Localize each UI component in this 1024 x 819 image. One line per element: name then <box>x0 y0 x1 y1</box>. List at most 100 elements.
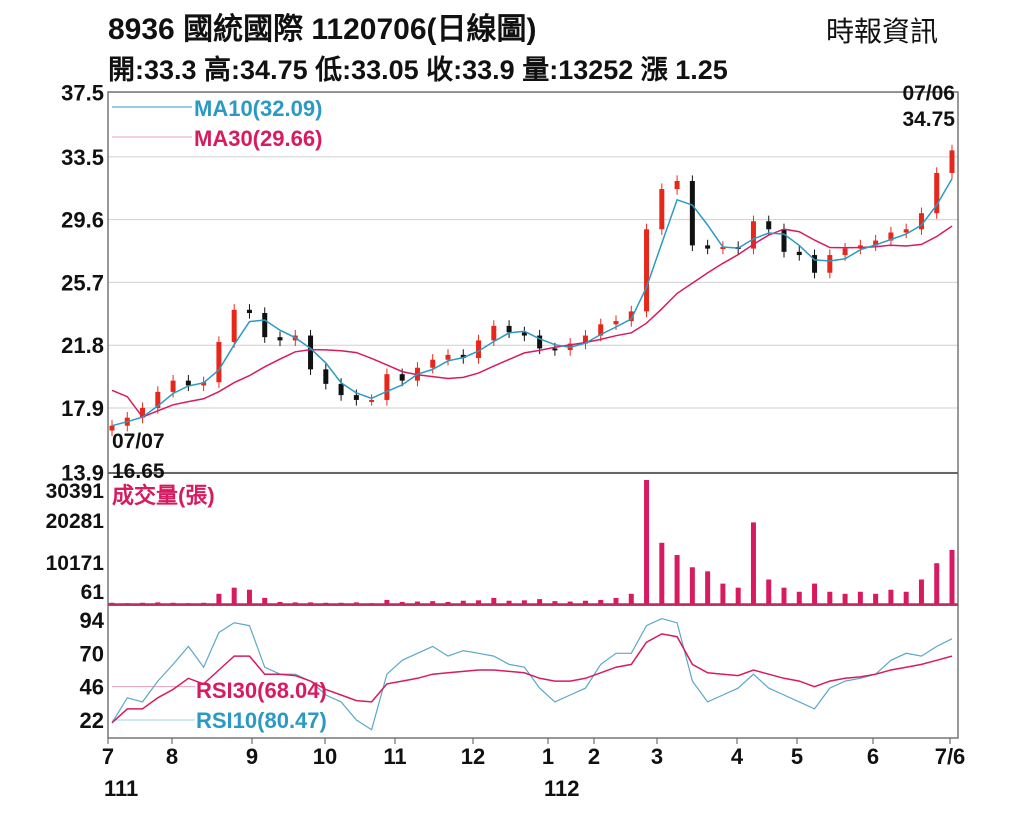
volume-bar <box>445 601 451 604</box>
candle-body <box>705 245 711 249</box>
volume-legend: 成交量(張) <box>112 483 215 508</box>
rsi-tick-label: 46 <box>80 675 104 700</box>
candle-body <box>582 335 588 344</box>
volume-bar <box>460 600 466 604</box>
candle-body <box>766 221 772 230</box>
price-tick-label: 13.9 <box>61 460 104 485</box>
volume-bar <box>552 601 558 604</box>
volume-bar <box>735 587 741 604</box>
x-tick-label: 3 <box>651 744 663 769</box>
price-tick-label: 33.5 <box>61 145 104 170</box>
candle-body <box>109 425 115 431</box>
candle-body <box>369 399 375 402</box>
rsi30-line <box>111 633 953 724</box>
candle-body <box>720 247 726 249</box>
volume-bar <box>705 571 711 604</box>
candle-body <box>628 311 634 322</box>
candle-body <box>170 380 176 392</box>
candle-body <box>140 408 146 418</box>
x-tick-label: 1 <box>542 744 554 769</box>
volume-tick-label: 30391 <box>46 480 105 503</box>
volume-bar <box>812 583 818 604</box>
candle-body <box>537 335 543 349</box>
volume-bar <box>857 591 863 604</box>
volume-bar <box>384 599 390 604</box>
volume-bar <box>353 602 359 604</box>
candle-body <box>903 229 909 233</box>
volume-bar <box>277 601 283 604</box>
candle-body <box>949 150 955 173</box>
x-tick-label: 12 <box>461 744 485 769</box>
volume-bar <box>827 591 833 604</box>
candle-body <box>659 189 665 230</box>
candle-body <box>353 395 359 400</box>
candle-body <box>491 325 497 341</box>
ma10-line <box>111 178 953 427</box>
volume-bar <box>567 601 573 604</box>
volume-tick-label: 61 <box>81 581 105 604</box>
volume-bar <box>491 597 497 604</box>
x-tick-label: 6 <box>867 744 879 769</box>
source-label: 時報資訊 <box>826 16 939 47</box>
volume-bar <box>659 542 665 604</box>
plot-frame <box>107 91 959 739</box>
price-tick-label: 21.8 <box>61 333 104 358</box>
volume-bar <box>644 480 650 604</box>
candle-body <box>277 337 283 341</box>
volume-bar <box>750 522 756 604</box>
rsi-tick-label: 22 <box>80 708 104 733</box>
candle-body <box>888 232 894 241</box>
candle-body <box>445 354 451 360</box>
price-tick-label: 25.7 <box>61 270 104 295</box>
x-tick-label: 7 <box>102 744 114 769</box>
candle-body <box>262 313 268 338</box>
year-label: 111 <box>104 776 138 801</box>
candle-body <box>674 180 680 190</box>
candle-body <box>812 255 818 273</box>
candle-body <box>246 309 252 314</box>
volume-bar <box>476 600 482 604</box>
x-tick-label: 4 <box>731 744 744 769</box>
ohlc-summary: 開:33.3 高:34.75 低:33.05 收:33.9 量:13252 漲 … <box>108 55 728 85</box>
x-tick-label: 9 <box>246 744 258 769</box>
volume-bar <box>399 601 405 604</box>
x-tick-label: 11 <box>383 744 406 769</box>
volume-bar <box>766 579 772 604</box>
volume-bar <box>873 593 879 604</box>
volume-bar <box>308 602 314 604</box>
candle-body <box>521 332 527 336</box>
volume-bar <box>674 555 680 604</box>
volume-bar <box>888 589 894 604</box>
candle-body <box>644 229 650 312</box>
candle-body <box>613 321 619 325</box>
volume-bar <box>537 599 543 604</box>
ma30-legend: MA30(29.66) <box>194 126 322 151</box>
volume-bar <box>231 587 237 604</box>
volume-bar <box>934 563 940 604</box>
volume-bar <box>949 549 955 604</box>
candle-body <box>598 324 604 336</box>
volume-bar <box>842 593 848 604</box>
candle-body <box>338 383 344 396</box>
candle-body <box>460 354 466 359</box>
high-value-label: 34.75 <box>902 108 955 131</box>
rsi30-legend: RSI30(68.04) <box>196 678 327 703</box>
candle-body <box>918 213 924 230</box>
price-tick-label: 29.6 <box>61 208 104 233</box>
x-tick-label: 2 <box>588 744 600 769</box>
rsi10-line <box>111 617 953 731</box>
candle-body <box>796 251 802 256</box>
low-value-label: 16.65 <box>112 460 165 483</box>
volume-bar <box>918 579 924 604</box>
rsi-tick-label: 94 <box>80 608 105 633</box>
candle-body <box>842 248 848 256</box>
candle-body <box>781 229 787 252</box>
candle-body <box>155 391 161 408</box>
rsi10-legend: RSI10(80.47) <box>196 708 327 733</box>
candle-body <box>506 325 512 333</box>
volume-bar <box>720 583 726 604</box>
ma10-legend: MA10(32.09) <box>194 96 322 121</box>
candle-body <box>201 382 207 386</box>
candle-body <box>552 348 558 351</box>
volume-bar <box>521 600 527 604</box>
